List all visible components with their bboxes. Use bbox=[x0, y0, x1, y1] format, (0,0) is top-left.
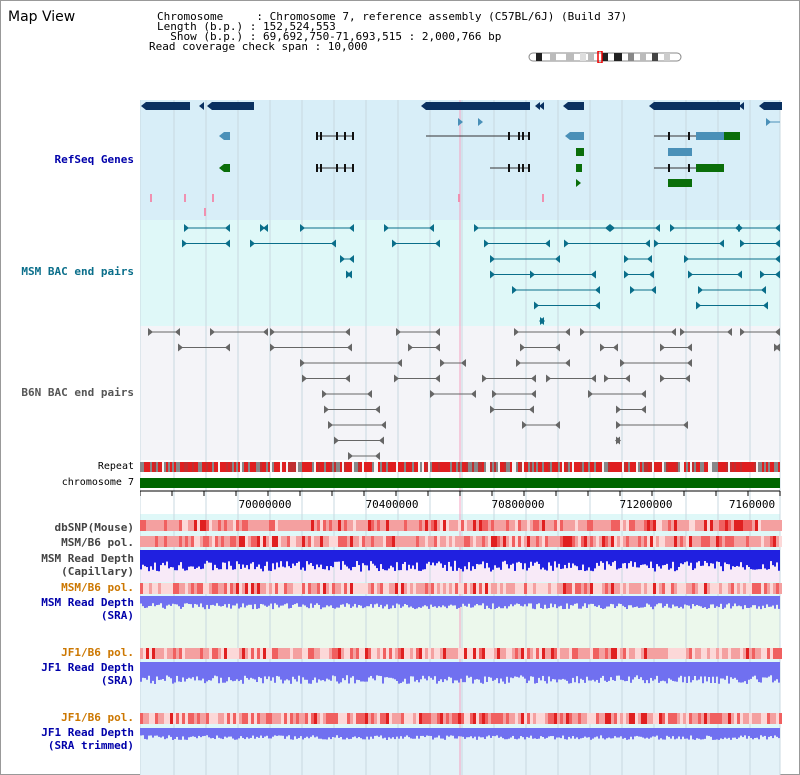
read-depth-tracks bbox=[140, 550, 780, 740]
chromosome-ideogram[interactable] bbox=[528, 51, 684, 63]
b6n-bac-features bbox=[148, 328, 780, 460]
info-length: Length (b.p.) : 152,524,553 bbox=[157, 20, 336, 33]
axis-tick-label-1: 70000000 bbox=[239, 498, 292, 511]
jf1-b6-pol-label-1: JF1/B6 pol. bbox=[61, 646, 134, 659]
jf1-b6-pol-label-2: JF1/B6 pol. bbox=[61, 711, 134, 724]
chromosome-bar bbox=[140, 478, 780, 488]
msm-read-depth-sra-sub: (SRA) bbox=[100, 609, 134, 622]
axis-tick-label-4: 71200000 bbox=[620, 498, 673, 511]
msm-bac-features bbox=[182, 224, 780, 325]
msm-b6-pol-label-1: MSM/B6 pol. bbox=[61, 536, 134, 549]
page-title: Map View bbox=[8, 9, 76, 25]
repeat-label: Repeat bbox=[97, 461, 134, 472]
dbsnp-label: dbSNP(Mouse) bbox=[54, 521, 134, 534]
msm-read-depth-capillary-sub: (Capillary) bbox=[61, 565, 134, 578]
ideogram-position-marker bbox=[597, 51, 603, 63]
polymorphism-heat-tracks bbox=[140, 520, 782, 724]
jf1-read-depth-trimmed-label: JF1 Read Depth bbox=[41, 726, 134, 739]
axis-tick-label-2: 70400000 bbox=[366, 498, 419, 511]
refseq-genes-label: RefSeq Genes bbox=[54, 153, 134, 166]
chromosome-label: chromosome 7 bbox=[61, 477, 134, 488]
msm-read-depth-sra-label: MSM Read Depth bbox=[41, 596, 134, 609]
info-chromosome: Chromosome : Chromosome 7, reference ass… bbox=[157, 10, 628, 23]
msm-b6-pol-label-2: MSM/B6 pol. bbox=[61, 581, 134, 594]
jf1-read-depth-sra-label: JF1 Read Depth bbox=[41, 661, 134, 674]
refseq-gene-features bbox=[141, 102, 782, 216]
position-axis bbox=[140, 490, 781, 496]
jf1-read-depth-sra-sub: (SRA) bbox=[100, 674, 134, 687]
repeat-track bbox=[140, 462, 780, 472]
info-show-range: Show (b.p.) : 69,692,750-71,693,515 : 2,… bbox=[157, 30, 502, 43]
info-coverage-span: Read coverage check span : 10,000 bbox=[149, 40, 368, 53]
msm-bac-end-pairs-label: MSM BAC end pairs bbox=[21, 265, 134, 278]
axis-tick-label-5: 7160000 bbox=[729, 498, 775, 511]
genome-track-panel[interactable]: 70000000 70400000 70800000 71200000 7160… bbox=[140, 68, 782, 775]
b6n-bac-end-pairs-label: B6N BAC end pairs bbox=[21, 386, 134, 399]
msm-read-depth-capillary-label: MSM Read Depth bbox=[41, 552, 134, 565]
jf1-read-depth-trimmed-sub: (SRA trimmed) bbox=[47, 739, 134, 752]
axis-tick-label-3: 70800000 bbox=[492, 498, 545, 511]
